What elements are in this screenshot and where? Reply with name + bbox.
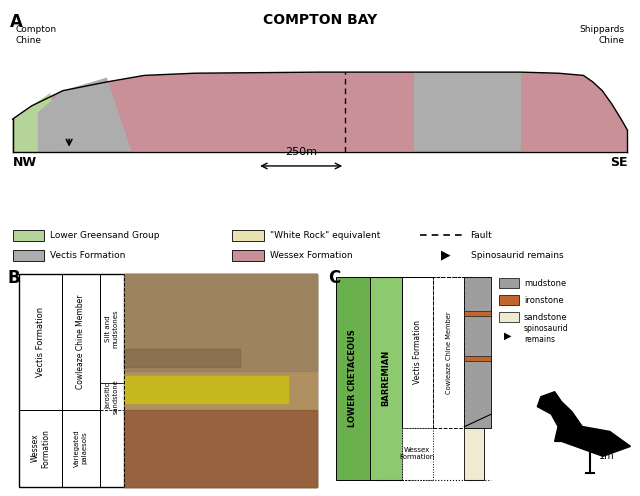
- Bar: [499, 296, 519, 306]
- Bar: [433, 277, 465, 428]
- Text: C: C: [328, 269, 340, 287]
- Text: 250m: 250m: [285, 147, 317, 157]
- Bar: [13, 230, 44, 241]
- Text: Silt and
mudstones: Silt and mudstones: [105, 309, 118, 348]
- Polygon shape: [538, 392, 630, 456]
- Bar: [124, 410, 317, 487]
- Text: Jarositic
sandstone: Jarositic sandstone: [105, 379, 118, 414]
- Polygon shape: [414, 72, 521, 152]
- Bar: [370, 277, 402, 480]
- Text: ▶: ▶: [440, 249, 451, 262]
- Text: Variegated
palaesols: Variegated palaesols: [74, 430, 87, 467]
- Text: spinosaurid
remains: spinosaurid remains: [524, 324, 568, 344]
- Bar: [465, 277, 491, 428]
- Text: Wessex Formation: Wessex Formation: [270, 251, 353, 260]
- Bar: [402, 277, 433, 428]
- Text: mudstone: mudstone: [524, 279, 566, 288]
- Text: COMPTON BAY: COMPTON BAY: [263, 13, 377, 27]
- Text: Cowleaze Chine Member: Cowleaze Chine Member: [445, 311, 452, 393]
- Text: ironstone: ironstone: [524, 296, 564, 305]
- Bar: [124, 274, 317, 372]
- Text: sandstone: sandstone: [524, 313, 568, 322]
- Bar: [62, 410, 100, 487]
- Bar: [465, 428, 484, 480]
- Polygon shape: [13, 72, 627, 152]
- Text: Lower Greensand Group: Lower Greensand Group: [51, 231, 160, 240]
- Text: A: A: [10, 13, 22, 31]
- Text: Vectis Formation: Vectis Formation: [51, 251, 125, 260]
- Bar: [465, 311, 491, 316]
- Text: ▶: ▶: [504, 330, 511, 340]
- Text: Shippards
Chine: Shippards Chine: [579, 25, 624, 45]
- Polygon shape: [38, 77, 132, 152]
- Bar: [124, 349, 239, 367]
- Bar: [402, 428, 433, 480]
- Bar: [499, 278, 519, 288]
- Text: Wessex
Formation: Wessex Formation: [399, 447, 435, 460]
- Text: Wessex
Formation: Wessex Formation: [31, 429, 50, 468]
- Bar: [232, 230, 264, 241]
- Text: "White Rock" equivalent: "White Rock" equivalent: [270, 231, 380, 240]
- Text: SE: SE: [610, 156, 627, 169]
- Polygon shape: [13, 93, 63, 152]
- Text: B: B: [8, 269, 20, 287]
- Text: BARREMIAN: BARREMIAN: [381, 350, 390, 406]
- Text: NW: NW: [13, 156, 36, 169]
- Text: LOWER CRETACEOUS: LOWER CRETACEOUS: [349, 329, 358, 427]
- Text: 1m: 1m: [599, 451, 615, 461]
- Bar: [232, 250, 264, 261]
- Bar: [124, 274, 317, 487]
- Text: Spinosaurid remains: Spinosaurid remains: [470, 251, 563, 260]
- Bar: [62, 274, 100, 410]
- Text: Fault: Fault: [470, 231, 492, 240]
- Bar: [336, 277, 370, 480]
- Text: Vectis Formation: Vectis Formation: [36, 307, 45, 377]
- Bar: [19, 274, 62, 410]
- Bar: [19, 410, 62, 487]
- Text: Compton
Chine: Compton Chine: [16, 25, 57, 45]
- Bar: [465, 356, 491, 361]
- Text: Cowleaze Chine Member: Cowleaze Chine Member: [76, 295, 85, 389]
- Bar: [124, 376, 288, 403]
- Text: Vectis Formation: Vectis Formation: [413, 320, 422, 384]
- Bar: [499, 312, 519, 322]
- Bar: [13, 250, 44, 261]
